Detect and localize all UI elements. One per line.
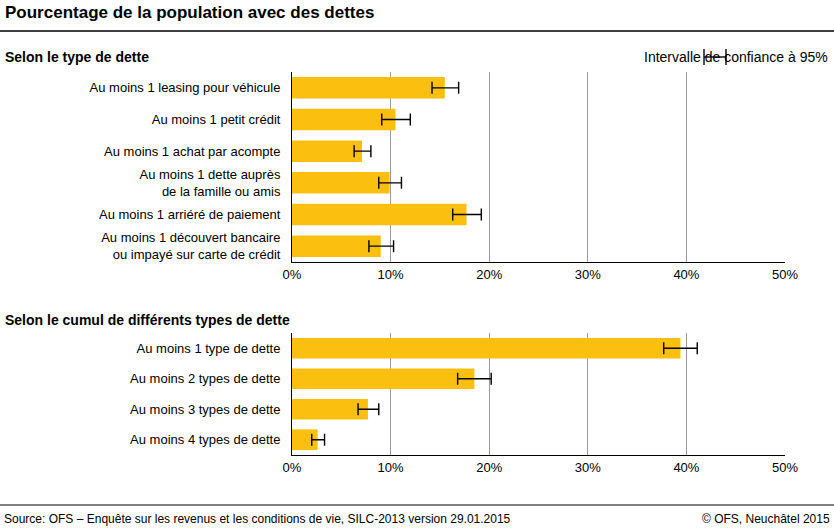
svg-text:Au moins 3 types de dette: Au moins 3 types de dette [130,402,280,417]
svg-text:Au moins 1 petit crédit: Au moins 1 petit crédit [152,112,281,127]
svg-text:Au moins 2 types de dette: Au moins 2 types de dette [130,371,280,386]
svg-text:Au moins 1 arriéré de paiement: Au moins 1 arriéré de paiement [99,207,281,222]
svg-text:0%: 0% [283,460,302,475]
svg-text:Au moins 1 leasing pour véhicu: Au moins 1 leasing pour véhicule [90,80,281,95]
svg-text:Au moins 1 découvert bancaireo: Au moins 1 découvert bancaireou impayé s… [101,230,281,262]
svg-text:50%: 50% [772,267,798,282]
svg-text:0%: 0% [283,267,302,282]
svg-text:Selon le cumul de différents t: Selon le cumul de différents types de de… [5,312,290,328]
svg-text:© OFS, Neuchâtel 2015: © OFS, Neuchâtel 2015 [702,512,830,526]
svg-text:Au moins 1 type de dette: Au moins 1 type de dette [137,341,281,356]
svg-text:Intervalle de confiance à 95%: Intervalle de confiance à 95% [644,49,828,65]
svg-text:Source: OFS – Enquête sur les: Source: OFS – Enquête sur les revenus et… [4,512,511,526]
svg-text:Au moins 1 dette auprèsde la f: Au moins 1 dette auprèsde la famille ou … [139,167,280,199]
svg-text:10%: 10% [378,267,404,282]
svg-text:40%: 40% [673,267,699,282]
svg-text:30%: 30% [575,460,601,475]
svg-text:Au moins 1 achat par acompte: Au moins 1 achat par acompte [104,144,280,159]
svg-text:20%: 20% [476,267,502,282]
svg-text:Pourcentage de la population a: Pourcentage de la population avec des de… [5,3,374,22]
svg-text:Selon le type de dette: Selon le type de dette [5,49,149,65]
svg-text:Au moins 4 types de dette: Au moins 4 types de dette [130,432,280,447]
svg-text:20%: 20% [476,460,502,475]
svg-text:10%: 10% [378,460,404,475]
svg-text:50%: 50% [772,460,798,475]
svg-text:30%: 30% [575,267,601,282]
svg-text:40%: 40% [673,460,699,475]
